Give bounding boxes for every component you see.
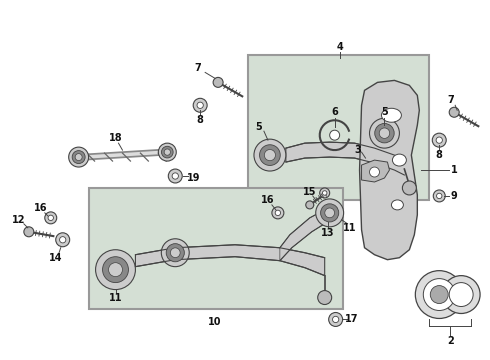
Circle shape xyxy=(322,191,327,195)
Polygon shape xyxy=(362,160,390,182)
FancyBboxPatch shape xyxy=(89,188,343,310)
Polygon shape xyxy=(286,142,404,175)
Ellipse shape xyxy=(392,154,406,166)
Text: 7: 7 xyxy=(195,63,201,73)
Circle shape xyxy=(60,237,66,243)
Text: 1: 1 xyxy=(451,165,458,175)
Text: 16: 16 xyxy=(261,195,275,205)
Circle shape xyxy=(75,154,82,161)
Text: 13: 13 xyxy=(321,228,335,238)
Circle shape xyxy=(161,239,189,267)
Ellipse shape xyxy=(392,200,403,210)
Circle shape xyxy=(436,137,442,143)
Polygon shape xyxy=(360,80,419,260)
Circle shape xyxy=(369,167,379,177)
Text: 5: 5 xyxy=(256,122,262,132)
Text: 11: 11 xyxy=(109,293,122,302)
Circle shape xyxy=(213,77,223,87)
FancyBboxPatch shape xyxy=(248,55,429,200)
Text: 7: 7 xyxy=(448,95,455,105)
Circle shape xyxy=(430,285,448,303)
Circle shape xyxy=(158,143,176,161)
Text: 17: 17 xyxy=(345,314,358,324)
Ellipse shape xyxy=(382,108,401,122)
Text: 2: 2 xyxy=(447,336,454,346)
Circle shape xyxy=(423,279,455,310)
Circle shape xyxy=(162,146,173,158)
Text: 4: 4 xyxy=(336,41,343,51)
Text: 18: 18 xyxy=(109,133,122,143)
Circle shape xyxy=(172,173,178,179)
Text: 14: 14 xyxy=(49,253,63,263)
Text: 9: 9 xyxy=(451,191,458,201)
Circle shape xyxy=(306,201,314,209)
Circle shape xyxy=(260,145,280,166)
Circle shape xyxy=(329,312,343,327)
Circle shape xyxy=(69,147,89,167)
Circle shape xyxy=(193,98,207,112)
Circle shape xyxy=(319,188,330,198)
Text: 11: 11 xyxy=(343,223,356,233)
Circle shape xyxy=(254,139,286,171)
Text: 10: 10 xyxy=(208,318,222,328)
Circle shape xyxy=(24,227,34,237)
Circle shape xyxy=(318,291,332,305)
Circle shape xyxy=(108,263,122,276)
Circle shape xyxy=(449,283,473,306)
Circle shape xyxy=(379,128,390,138)
Circle shape xyxy=(166,244,184,262)
Text: 3: 3 xyxy=(354,145,361,155)
Circle shape xyxy=(197,102,203,108)
Circle shape xyxy=(442,276,480,314)
Circle shape xyxy=(102,257,128,283)
Text: 8: 8 xyxy=(197,115,204,125)
Text: 16: 16 xyxy=(34,203,48,213)
Circle shape xyxy=(96,250,135,289)
Circle shape xyxy=(171,248,180,258)
Text: 12: 12 xyxy=(12,215,25,225)
Circle shape xyxy=(264,149,275,161)
Text: 19: 19 xyxy=(187,173,200,183)
Circle shape xyxy=(375,123,394,143)
Circle shape xyxy=(333,316,339,323)
Circle shape xyxy=(168,169,182,183)
Circle shape xyxy=(369,118,399,148)
Circle shape xyxy=(437,193,442,199)
Circle shape xyxy=(316,199,343,227)
Circle shape xyxy=(449,107,459,117)
Circle shape xyxy=(402,181,416,195)
Circle shape xyxy=(45,212,57,224)
Circle shape xyxy=(56,233,70,247)
Circle shape xyxy=(416,271,463,319)
Circle shape xyxy=(164,149,171,155)
Circle shape xyxy=(272,207,284,219)
Text: 15: 15 xyxy=(303,187,317,197)
Text: 5: 5 xyxy=(381,107,388,117)
Text: 6: 6 xyxy=(331,107,338,117)
Circle shape xyxy=(320,204,339,222)
Polygon shape xyxy=(135,245,325,276)
Circle shape xyxy=(432,133,446,147)
Circle shape xyxy=(330,130,340,140)
Text: 8: 8 xyxy=(436,150,442,160)
Circle shape xyxy=(275,210,281,216)
Circle shape xyxy=(72,150,85,163)
Polygon shape xyxy=(280,205,338,261)
Circle shape xyxy=(48,215,53,221)
Circle shape xyxy=(325,208,335,218)
Circle shape xyxy=(433,190,445,202)
